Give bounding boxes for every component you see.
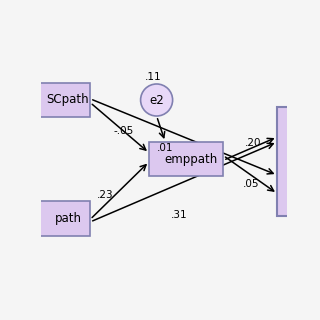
Text: .11: .11 <box>145 71 161 82</box>
Text: .20: .20 <box>244 138 261 148</box>
Text: .05: .05 <box>243 179 260 189</box>
FancyBboxPatch shape <box>31 201 90 236</box>
Text: e2: e2 <box>149 93 164 107</box>
FancyBboxPatch shape <box>149 142 223 176</box>
Text: .01: .01 <box>156 143 173 153</box>
Text: .31: .31 <box>171 210 187 220</box>
Circle shape <box>140 84 172 116</box>
Text: -.05: -.05 <box>113 126 133 136</box>
FancyBboxPatch shape <box>31 83 90 117</box>
Text: path: path <box>54 212 81 225</box>
Text: .23: .23 <box>97 190 113 200</box>
Text: emppath: emppath <box>164 153 218 166</box>
FancyBboxPatch shape <box>277 108 307 216</box>
Text: SCpath: SCpath <box>47 93 89 107</box>
